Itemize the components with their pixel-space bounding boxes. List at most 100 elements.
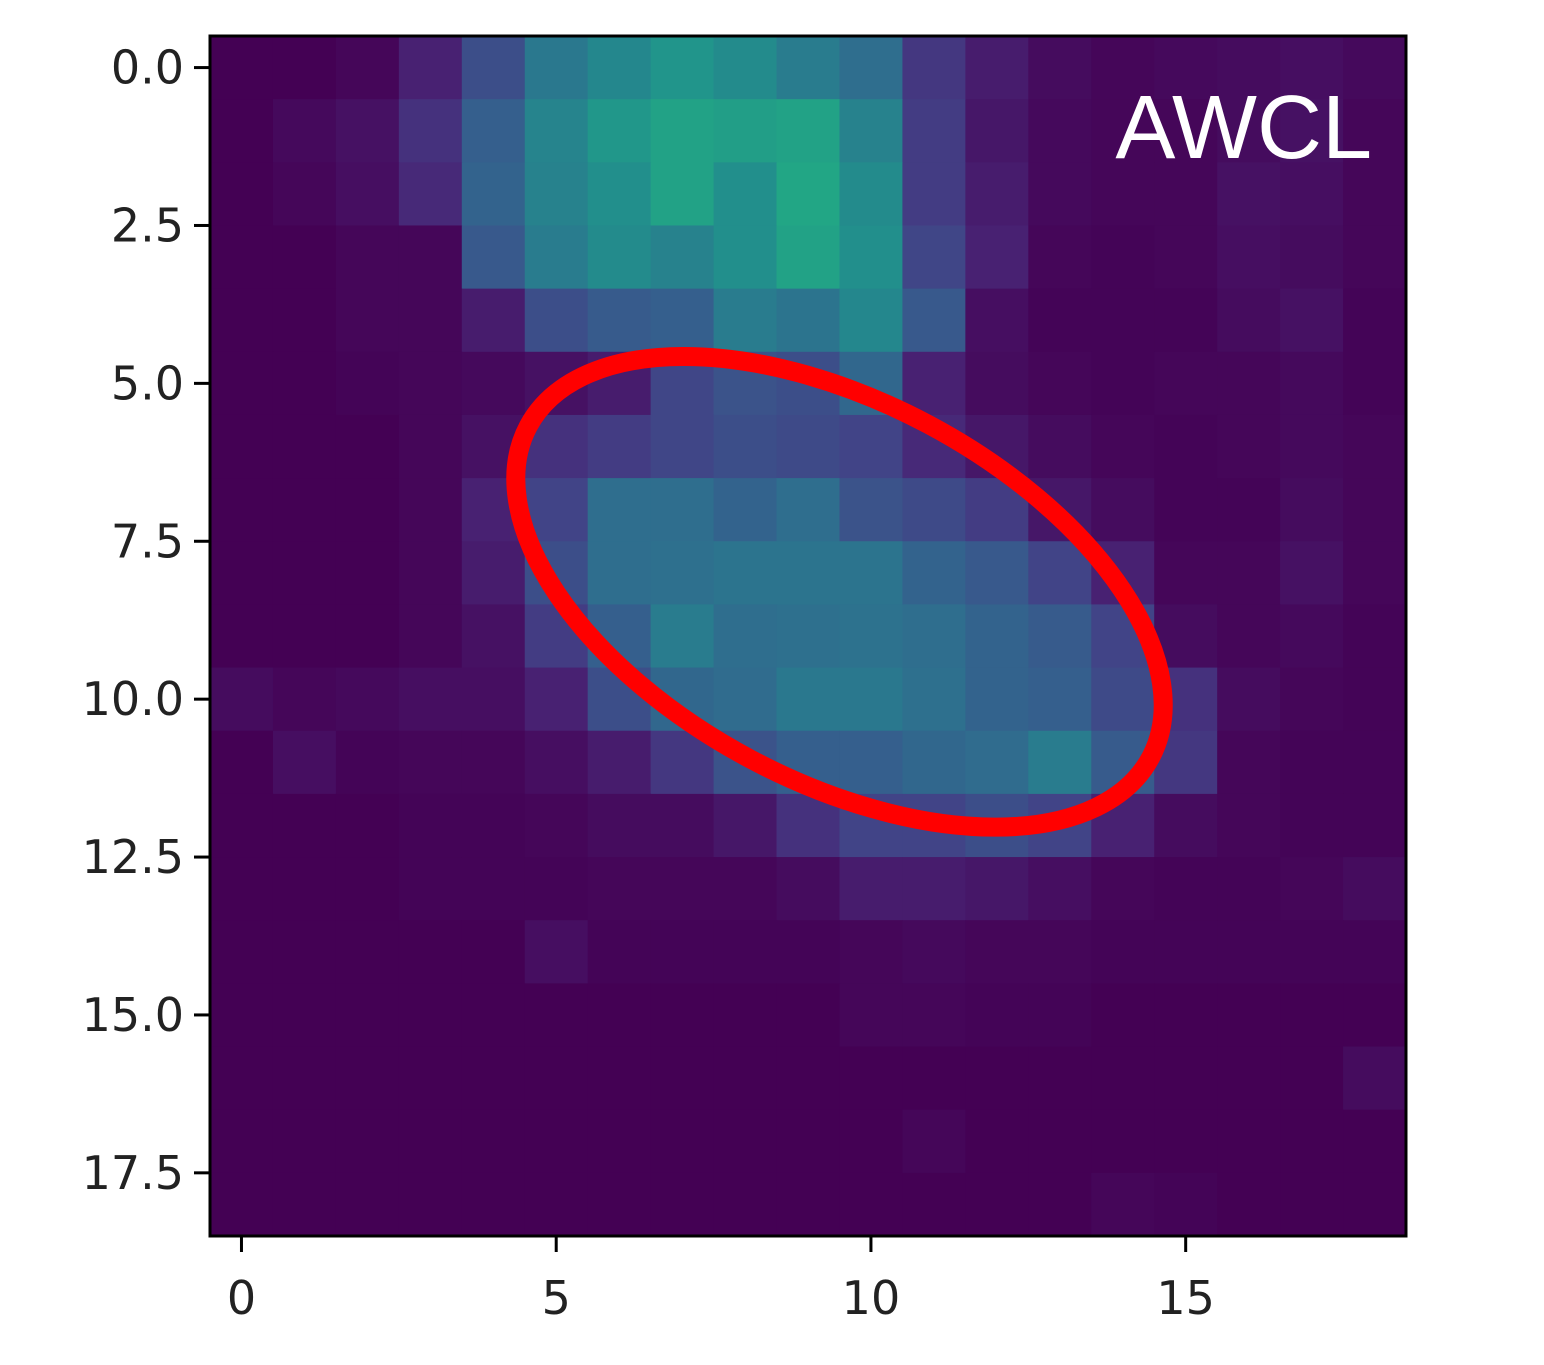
heatmap-cell: [965, 1109, 1029, 1174]
heatmap-cell: [461, 288, 526, 353]
heatmap-cell: [650, 793, 715, 858]
heatmap-cell: [210, 225, 274, 290]
y-tick-label: 15.0: [82, 988, 184, 1042]
heatmap-cell: [1154, 99, 1218, 163]
heatmap-cell: [1280, 1109, 1344, 1174]
heatmap-cell: [335, 478, 400, 542]
heatmap-cell: [524, 1172, 589, 1237]
awcl-annotation-label: AWCL: [1115, 78, 1372, 178]
heatmap-cell: [965, 351, 1029, 416]
heatmap-cell: [1280, 730, 1344, 795]
heatmap-cell: [398, 1172, 463, 1237]
heatmap-cell: [398, 162, 463, 227]
heatmap-cell: [398, 667, 463, 732]
heatmap-cell: [461, 1109, 526, 1174]
heatmap-cell: [713, 793, 778, 858]
heatmap-cell: [1154, 541, 1218, 606]
heatmap-cell: [210, 1109, 274, 1174]
heatmap-cell: [776, 1046, 841, 1111]
heatmap-cell: [335, 288, 400, 353]
heatmap-cell: [587, 36, 652, 100]
heatmap-cell: [1028, 1109, 1092, 1174]
heatmap-cell: [776, 225, 841, 290]
heatmap-cell: [210, 983, 274, 1048]
heatmap-cell: [1217, 1046, 1281, 1111]
heatmap-cell: [713, 225, 778, 290]
heatmap-cell: [1154, 351, 1218, 416]
heatmap-cell: [776, 1172, 841, 1237]
heatmap-cell: [210, 162, 274, 227]
heatmap-cell: [461, 857, 526, 921]
heatmap-cell: [839, 604, 904, 669]
heatmap-cell: [1280, 414, 1344, 479]
heatmap-cell: [1028, 983, 1092, 1048]
heatmap-cell: [398, 99, 463, 163]
heatmap-cell: [650, 478, 715, 542]
heatmap-cell: [965, 162, 1029, 227]
heatmap-cell: [1280, 225, 1344, 290]
heatmap-cell: [965, 225, 1029, 290]
heatmap-cell: [713, 983, 778, 1048]
x-tick-label: 15: [1156, 1271, 1215, 1325]
heatmap-cell: [902, 541, 966, 606]
heatmap-cell: [587, 414, 652, 479]
heatmap-cell: [210, 541, 274, 606]
heatmap-cell: [1154, 288, 1218, 353]
heatmap-cell: [398, 288, 463, 353]
heatmap-cell: [587, 162, 652, 227]
heatmap-cell: [587, 920, 652, 984]
heatmap-cell: [1091, 1046, 1155, 1111]
heatmap-cell: [461, 1172, 526, 1237]
heatmap-cell: [713, 541, 778, 606]
heatmap-cell: [650, 288, 715, 353]
heatmap-cell: [839, 99, 904, 163]
heatmap-cell: [1343, 1046, 1407, 1111]
heatmap-cell: [1028, 857, 1092, 921]
heatmap-cell: [1154, 1172, 1218, 1237]
heatmap-cell: [1091, 857, 1155, 921]
heatmap-cell: [587, 730, 652, 795]
heatmap-cell: [1217, 351, 1281, 416]
heatmap-cell: [272, 162, 337, 227]
heatmap-cell: [210, 604, 274, 669]
heatmap-cell: [1280, 478, 1344, 542]
heatmap-cell: [524, 920, 589, 984]
heatmap-cell: [776, 604, 841, 669]
y-tick-label: 10.0: [82, 672, 184, 726]
heatmap-cell: [839, 1172, 904, 1237]
heatmap-cell: [1028, 162, 1092, 227]
heatmap-cell: [1280, 604, 1344, 669]
heatmap-cell: [839, 730, 904, 795]
heatmap-cell: [1343, 414, 1407, 479]
heatmap-cell: [713, 604, 778, 669]
heatmap-cells: [210, 36, 1407, 1237]
heatmap-cell: [839, 162, 904, 227]
heatmap-cell: [1154, 1109, 1218, 1174]
heatmap-cell: [272, 225, 337, 290]
heatmap-cell: [272, 1109, 337, 1174]
heatmap-cell: [210, 1172, 274, 1237]
heatmap-cell: [902, 288, 966, 353]
heatmap-cell: [272, 478, 337, 542]
heatmap-cell: [965, 541, 1029, 606]
heatmap-cell: [398, 920, 463, 984]
heatmap-cell: [398, 604, 463, 669]
y-tick-label: 5.0: [111, 356, 184, 410]
heatmap-cell: [1154, 478, 1218, 542]
heatmap-cell: [839, 920, 904, 984]
heatmap-cell: [1217, 99, 1281, 163]
heatmap-cell: [398, 793, 463, 858]
heatmap-cell: [1217, 541, 1281, 606]
y-tick-label: 2.5: [111, 198, 184, 252]
heatmap-cell: [272, 667, 337, 732]
heatmap-cell: [461, 667, 526, 732]
heatmap-cell: [587, 541, 652, 606]
heatmap-cell: [1343, 1109, 1407, 1174]
heatmap-cell: [1091, 667, 1155, 732]
heatmap-cell: [839, 983, 904, 1048]
heatmap-cell: [650, 857, 715, 921]
heatmap-cell: [1154, 36, 1218, 100]
heatmap-cell: [902, 1046, 966, 1111]
plot-frame: [208, 34, 1408, 1238]
heatmap-cell: [335, 1172, 400, 1237]
